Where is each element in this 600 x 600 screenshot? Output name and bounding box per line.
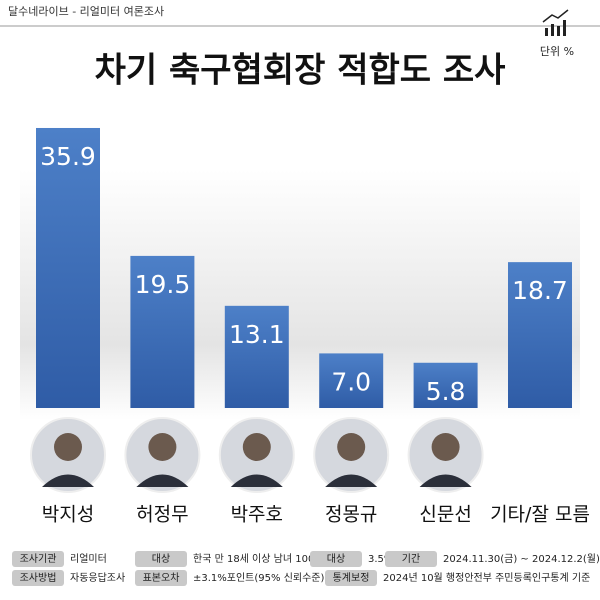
header-source: 달수네라이브 - 리얼미터 여론조사 <box>8 4 164 18</box>
category-label: 박지성 <box>42 504 94 526</box>
footer-value: 2024년 10월 행정안전부 주민등록인구통계 기준 <box>383 572 590 584</box>
portrait-head <box>242 433 271 461</box>
category-label: 신문선 <box>419 504 471 526</box>
footer-value: 리얼미터 <box>70 553 107 565</box>
category-label: 기타/잘 모름 <box>490 504 590 526</box>
footer-value: 3.5% <box>368 554 393 565</box>
footer-value: 2024.11.30(금) ~ 2024.12.2(월) <box>443 553 600 565</box>
value-label: 19.5 <box>135 270 191 299</box>
portrait-body <box>136 474 189 487</box>
portrait-head <box>431 433 460 461</box>
unit-label: 단위 % <box>540 45 574 58</box>
category-label: 정몽규 <box>325 504 377 526</box>
footer-label-box <box>12 551 64 567</box>
category-label: 허정무 <box>136 504 188 526</box>
footer-label: 통계보정 <box>333 572 370 584</box>
bar <box>36 127 100 408</box>
portrait-body <box>419 474 472 487</box>
footer-label: 기간 <box>402 553 420 565</box>
unit-icon <box>542 9 569 36</box>
backdrop <box>20 170 580 420</box>
portrait-body <box>230 474 283 487</box>
footer-label-box <box>310 551 362 567</box>
footer-label-box <box>385 551 437 567</box>
footer-value: ±3.1%포인트(95% 신뢰수준) <box>193 572 324 584</box>
footer-label-box <box>325 570 377 586</box>
portrait-head <box>148 433 177 461</box>
value-label: 5.8 <box>426 377 466 406</box>
footer-label-box <box>12 570 64 586</box>
value-label: 18.7 <box>512 276 568 305</box>
bar <box>508 262 572 408</box>
footer-value: 한국 만 18세 이상 남녀 1002명 <box>193 553 330 565</box>
footer-label-box <box>135 551 187 567</box>
footer-label: 대상 <box>327 553 345 565</box>
footer-label: 표본오차 <box>143 572 180 584</box>
value-label: 35.9 <box>40 142 96 171</box>
portrait-head <box>337 433 366 461</box>
portrait-head <box>54 433 82 461</box>
footer-label: 대상 <box>152 553 170 565</box>
footer-label-box <box>135 570 187 586</box>
value-label: 7.0 <box>331 367 371 396</box>
footer-value: 자동응답조사 <box>70 572 125 584</box>
footer-label: 조사방법 <box>20 572 57 584</box>
footer-label: 조사기관 <box>20 553 57 565</box>
category-label: 박주호 <box>231 504 283 526</box>
portrait-body <box>325 474 378 487</box>
bar <box>319 353 384 408</box>
bar <box>413 362 478 408</box>
chart-title: 차기 축구협회장 적합도 조사 <box>95 51 506 91</box>
value-label: 13.1 <box>229 320 285 349</box>
bar <box>130 255 195 408</box>
bar <box>224 305 289 408</box>
portrait-body <box>42 474 94 487</box>
